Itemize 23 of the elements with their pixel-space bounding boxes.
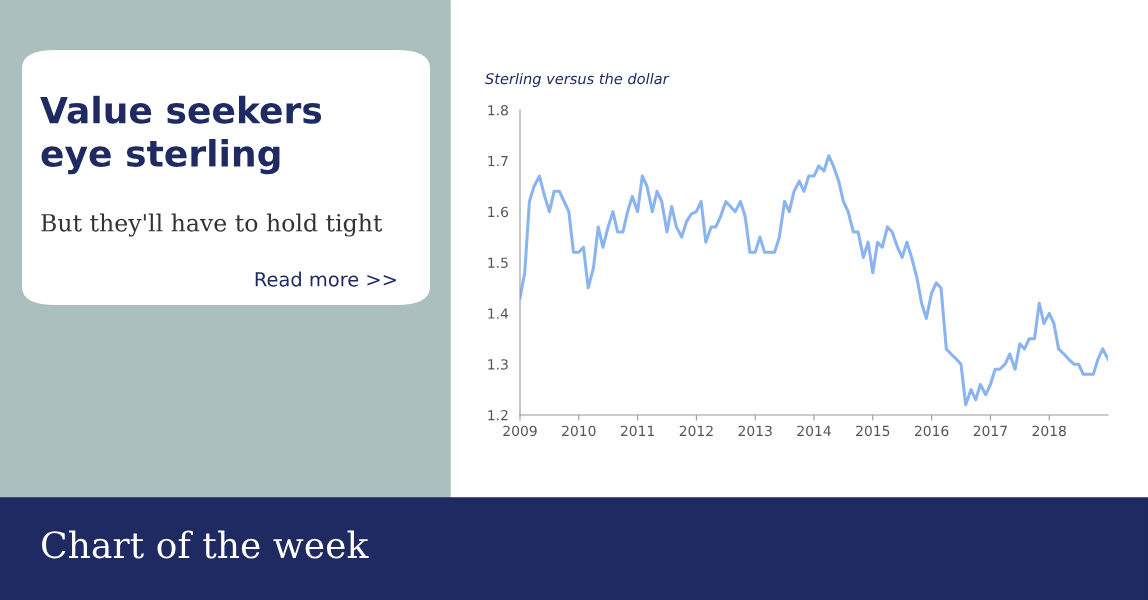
y-tick-label: 1.7 bbox=[488, 155, 508, 167]
line-series bbox=[520, 154, 1108, 407]
x-tick-label: 2018 bbox=[1032, 425, 1066, 437]
x-tick-label: 2012 bbox=[679, 425, 713, 437]
y-tick-label: 1.5 bbox=[488, 257, 508, 268]
x-tick-label: 2014 bbox=[797, 425, 831, 437]
text: Chart of the week bbox=[42, 530, 369, 559]
y-tick-label: 1.6 bbox=[488, 206, 509, 218]
text: Read more >> bbox=[255, 271, 396, 287]
y-tick-label: 1.2 bbox=[488, 409, 508, 421]
chart-title: Sterling versus the dollar bbox=[485, 72, 670, 88]
x-tick-label: 2017 bbox=[973, 425, 1007, 437]
text: But they'll have to hold tight bbox=[41, 213, 383, 237]
x-tick-label: 2010 bbox=[562, 425, 596, 437]
x-tick-label: 2016 bbox=[914, 425, 949, 437]
x-tick-label: 2013 bbox=[738, 425, 772, 437]
text: Value seekers eye sterling bbox=[40, 95, 322, 175]
y-tick-label: 1.3 bbox=[488, 359, 508, 370]
x-tick-label: 2015 bbox=[856, 425, 890, 437]
x-tick-label: 2009 bbox=[503, 425, 537, 437]
y-tick-label: 1.8 bbox=[488, 104, 508, 116]
x-tick-label: 2011 bbox=[620, 425, 654, 437]
y-tick-label: 1.4 bbox=[488, 308, 509, 319]
